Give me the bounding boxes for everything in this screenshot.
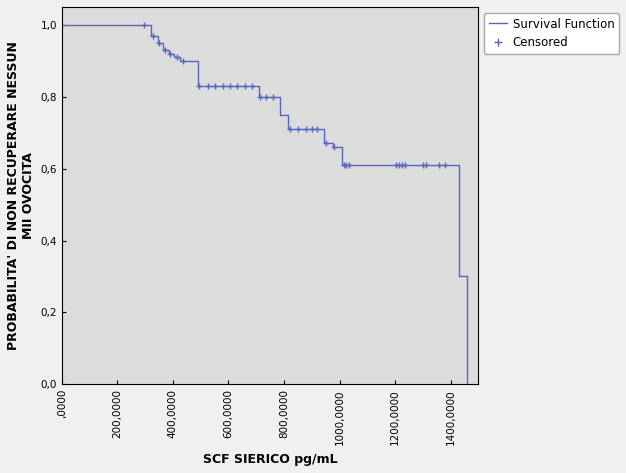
Censored [293, 125, 303, 133]
Censored [321, 140, 331, 147]
Y-axis label: PROBABILITA' DI NON RECUPERARE NESSUN
MII OVOCITA: PROBABILITA' DI NON RECUPERARE NESSUN MI… [7, 41, 35, 350]
Censored [391, 161, 401, 169]
Survival Function [312, 126, 320, 132]
Censored [165, 50, 175, 57]
Censored [194, 82, 204, 90]
Censored [440, 161, 450, 169]
Censored [329, 143, 339, 151]
Censored [210, 82, 220, 90]
Censored [418, 161, 428, 169]
Censored [225, 82, 235, 90]
Censored [240, 82, 250, 90]
Survival Function [58, 22, 66, 28]
X-axis label: SCF SIERICO pg/mL: SCF SIERICO pg/mL [203, 453, 337, 466]
Censored [301, 125, 311, 133]
Censored [400, 161, 410, 169]
Censored [394, 161, 404, 169]
Censored [339, 161, 349, 169]
Censored [397, 161, 407, 169]
Censored [255, 93, 265, 101]
Censored [285, 125, 295, 133]
Censored [148, 32, 158, 39]
Survival Function [463, 381, 471, 387]
Censored [344, 161, 354, 169]
Legend: Survival Function, Censored: Survival Function, Censored [485, 13, 619, 54]
Censored [154, 39, 164, 47]
Censored [178, 57, 188, 65]
Censored [232, 82, 242, 90]
Censored [307, 125, 317, 133]
Line: Survival Function: Survival Function [62, 25, 467, 384]
Censored [261, 93, 271, 101]
Survival Function [247, 83, 254, 89]
Survival Function [463, 381, 471, 387]
Censored [421, 161, 431, 169]
Survival Function [138, 22, 146, 28]
Survival Function [268, 94, 275, 100]
Survival Function [154, 33, 162, 38]
Censored [139, 21, 149, 29]
Censored [247, 82, 257, 90]
Censored [203, 82, 213, 90]
Censored [341, 161, 351, 169]
Censored [160, 46, 170, 54]
Censored [218, 82, 228, 90]
Censored [268, 93, 278, 101]
Survival Function [194, 58, 202, 64]
Censored [172, 53, 182, 61]
Censored [434, 161, 444, 169]
Censored [312, 125, 322, 133]
